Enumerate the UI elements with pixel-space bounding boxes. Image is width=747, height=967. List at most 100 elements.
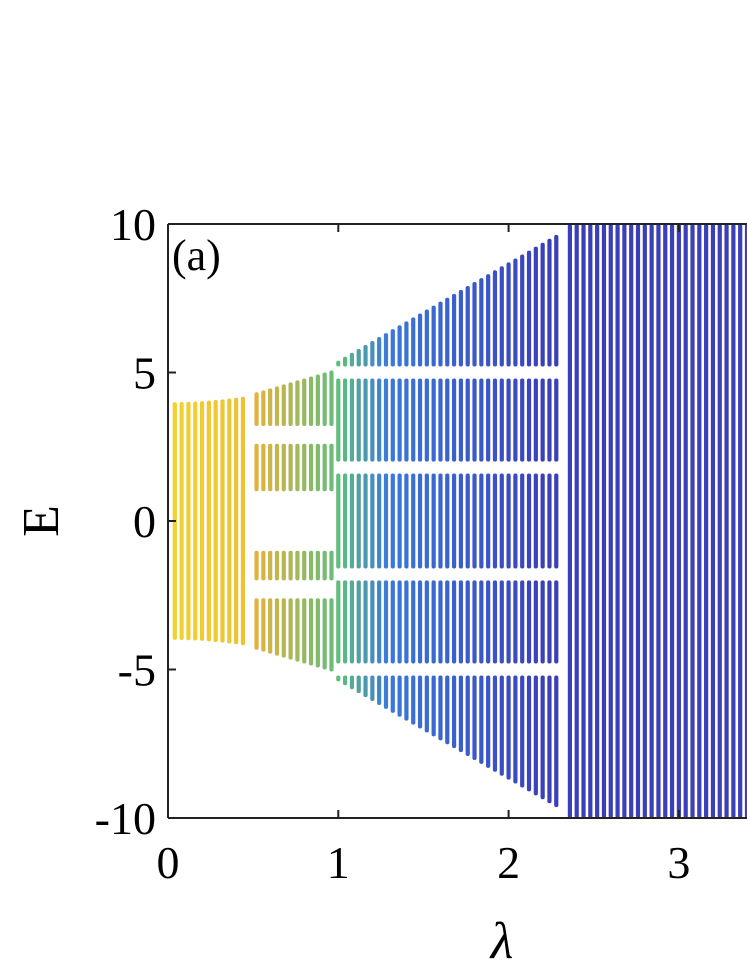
energy-band-bar [411, 473, 416, 569]
energy-band-bar [499, 473, 504, 569]
energy-band-bar [404, 580, 409, 664]
energy-band-bar [472, 675, 477, 760]
energy-band-bar [315, 374, 320, 426]
energy-band-bar [547, 675, 552, 804]
energy-band-bar [370, 473, 375, 569]
energy-band-bar [472, 580, 477, 664]
energy-band-bar [295, 550, 300, 581]
energy-band-bar [349, 378, 355, 462]
energy-band-bar [254, 598, 259, 650]
energy-band-bar [363, 344, 368, 367]
energy-band-bar [438, 580, 443, 664]
energy-band-bar [431, 305, 436, 367]
energy-band-bar [390, 675, 395, 713]
energy-band-bar [526, 675, 532, 792]
energy-band-bar [343, 378, 348, 462]
energy-band-bar [499, 266, 504, 367]
energy-band-bar [567, 224, 572, 818]
energy-band-bar [526, 378, 532, 462]
energy-band-bar [383, 378, 389, 462]
energy-band-bar [343, 580, 348, 664]
energy-band-bar [520, 254, 525, 367]
y-tick-label: 0 [133, 496, 156, 547]
energy-band-bar [547, 580, 552, 664]
energy-band-bar [397, 473, 402, 569]
energy-band-bar [479, 580, 484, 664]
energy-band-bar [486, 378, 491, 462]
energy-band-bar [274, 386, 280, 426]
energy-band-bar [438, 675, 443, 741]
x-tick-label: 1 [327, 837, 350, 888]
energy-band-bar [186, 401, 191, 641]
energy-band-bar [540, 675, 545, 800]
energy-band-bar [588, 224, 593, 818]
energy-band-bar [526, 580, 532, 664]
energy-band-bar [465, 285, 470, 367]
energy-band-bar [499, 675, 504, 776]
energy-band-bar [540, 473, 545, 569]
energy-band-bar [513, 580, 518, 664]
energy-band-bar [336, 360, 341, 367]
energy-band-bar [438, 378, 443, 462]
energy-band-bar [465, 580, 470, 664]
energy-band-bar [445, 297, 450, 367]
energy-band-bar [302, 443, 307, 492]
energy-band-bar [615, 224, 620, 818]
energy-band-bar [724, 224, 729, 818]
energy-band-bar [336, 378, 341, 462]
y-tick-label: 5 [133, 348, 156, 399]
energy-band-bar [315, 598, 320, 668]
energy-band-bar [370, 340, 375, 367]
y-axis-label: E [13, 505, 70, 537]
x-tick-label: 2 [497, 837, 520, 888]
energy-band-bar [417, 378, 423, 462]
energy-band-bar [322, 372, 327, 426]
energy-band-bar [540, 378, 545, 462]
x-axis-label: λ [489, 913, 514, 967]
x-tick-label: 0 [157, 837, 180, 888]
energy-band-bar [417, 473, 423, 569]
x-tick-label: 3 [667, 837, 690, 888]
energy-band-bar [302, 550, 307, 581]
energy-band-bar [424, 580, 429, 664]
energy-band-bar [506, 378, 511, 462]
y-tick-label: 10 [110, 199, 156, 250]
energy-band-bar [404, 378, 409, 462]
energy-band-bar [697, 224, 702, 818]
energy-band-bar [492, 580, 498, 664]
energy-band-bar [417, 675, 423, 729]
data-marks [172, 224, 747, 818]
energy-band-bar [608, 224, 613, 818]
energy-band-bar [479, 675, 484, 764]
energy-band-bar [554, 580, 559, 664]
energy-band-bar [431, 473, 436, 569]
energy-band-bar [445, 473, 450, 569]
energy-band-bar [254, 392, 259, 426]
energy-band-bar [424, 473, 429, 569]
energy-band-bar [479, 378, 484, 462]
energy-band-bar [411, 675, 416, 725]
energy-band-bar [268, 550, 273, 581]
energy-band-bar [377, 675, 382, 705]
energy-band-bar [445, 580, 450, 664]
energy-band-bar [731, 224, 736, 818]
energy-band-bar [458, 580, 464, 664]
energy-band-bar [383, 675, 389, 709]
energy-band-bar [336, 580, 341, 664]
energy-band-bar [451, 580, 457, 664]
energy-band-bar [513, 473, 518, 569]
energy-band-bar [234, 397, 239, 645]
energy-band-bar [669, 224, 675, 818]
energy-band-bar [574, 224, 579, 818]
energy-band-bar [254, 443, 259, 492]
energy-band-bar [363, 580, 368, 664]
energy-band-bar [213, 400, 218, 642]
energy-band-bar [520, 580, 525, 664]
energy-band-bar [417, 313, 423, 367]
energy-band-bar [704, 224, 709, 818]
energy-band-bar [486, 675, 491, 768]
energy-band-bar [383, 333, 389, 367]
energy-band-bar [533, 246, 538, 367]
energy-band-bar [738, 224, 743, 818]
energy-band-bar [465, 675, 470, 757]
